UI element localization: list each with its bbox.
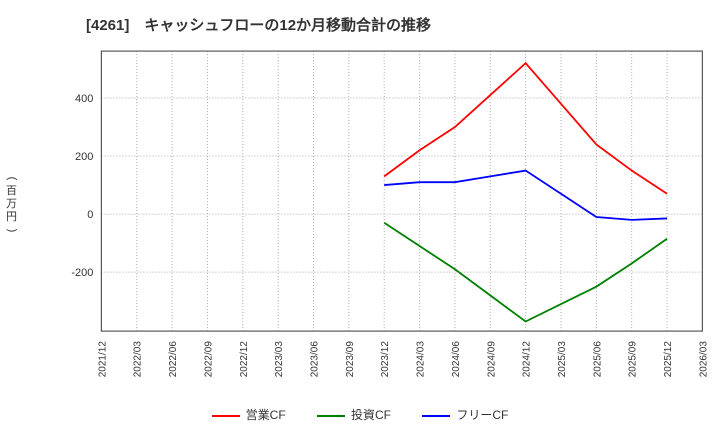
svg-text:2023/03: 2023/03 [274,341,285,378]
svg-text:2023/06: 2023/06 [310,341,321,378]
svg-text:2026/03: 2026/03 [698,341,709,378]
svg-text:2025/06: 2025/06 [592,341,603,378]
svg-text:2022/03: 2022/03 [133,341,144,378]
svg-text:2024/06: 2024/06 [451,341,462,378]
svg-text:2024/09: 2024/09 [486,341,497,378]
svg-text:-200: -200 [71,267,93,279]
svg-text:2022/06: 2022/06 [168,341,179,378]
svg-text:2023/09: 2023/09 [345,341,356,378]
svg-text:2025/09: 2025/09 [628,341,639,378]
svg-text:2022/09: 2022/09 [203,341,214,378]
svg-text:400: 400 [75,93,93,105]
svg-text:0: 0 [87,209,93,221]
svg-text:200: 200 [75,151,93,163]
svg-text:2023/12: 2023/12 [380,341,391,378]
svg-text:2024/03: 2024/03 [416,341,427,378]
svg-text:2025/03: 2025/03 [557,341,568,378]
svg-text:2022/12: 2022/12 [239,341,250,378]
svg-text:2025/12: 2025/12 [663,341,674,378]
svg-text:2021/12: 2021/12 [97,341,108,378]
svg-text:2024/12: 2024/12 [522,341,533,378]
